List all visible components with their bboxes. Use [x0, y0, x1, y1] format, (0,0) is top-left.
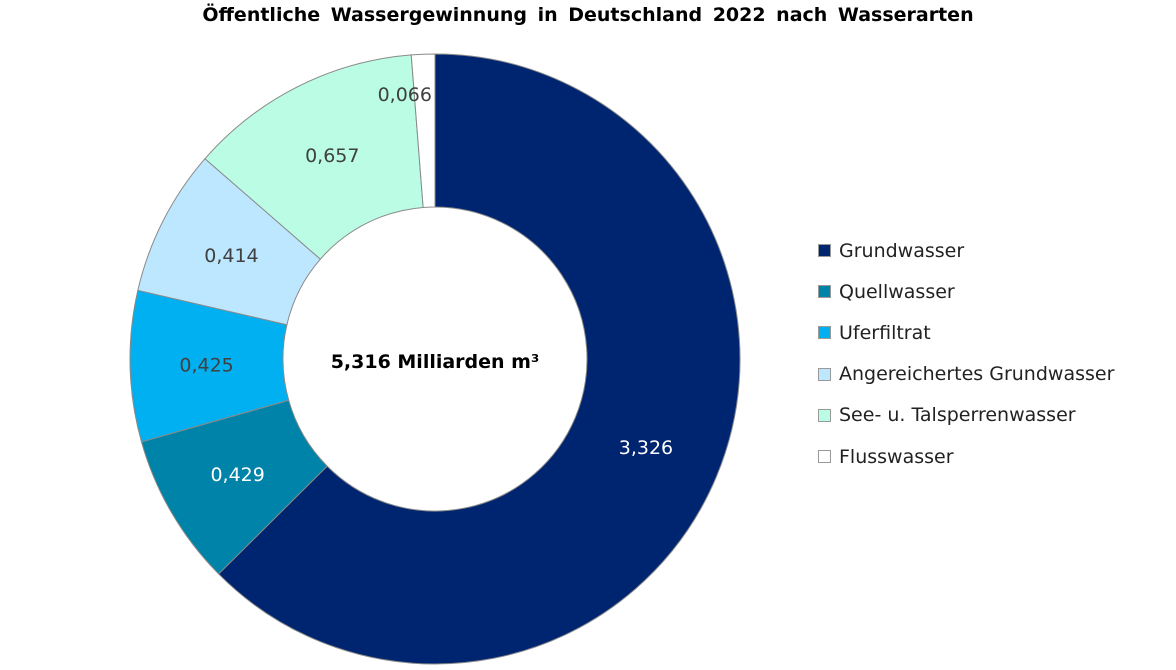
- legend: Grundwasser Quellwasser Uferfiltrat Angerei…: [818, 230, 1114, 477]
- legend-label: Flusswasser: [839, 445, 954, 468]
- legend-label: Quellwasser: [839, 280, 955, 303]
- slice-see-u-talsperrenwasser: [204, 54, 424, 260]
- legend-item: Flusswasser: [818, 436, 1114, 477]
- data-label: 0,425: [179, 354, 233, 376]
- data-label: 0,414: [204, 245, 258, 267]
- legend-item: See- u. Talsperrenwasser: [818, 395, 1114, 436]
- legend-swatch: [818, 367, 831, 381]
- legend-swatch: [818, 244, 831, 258]
- legend-item: Grundwasser: [818, 230, 1114, 271]
- legend-swatch: [818, 285, 831, 299]
- legend-item: Angereichertes Grundwasser: [818, 354, 1114, 395]
- legend-swatch: [818, 408, 831, 422]
- data-label: 0,657: [305, 145, 359, 167]
- legend-swatch: [818, 326, 831, 340]
- legend-item: Uferfiltrat: [818, 312, 1114, 353]
- legend-swatch: [818, 450, 831, 464]
- slice-flusswasser: [410, 53, 436, 208]
- legend-label: Uferfiltrat: [839, 321, 931, 344]
- slice-grundwasser: [217, 53, 741, 665]
- chart-title: Öffentliche Wassergewinnung in Deutschla…: [202, 4, 974, 26]
- legend-label: See- u. Talsperrenwasser: [839, 404, 1076, 427]
- center-total-label: 5,316 Milliarden m³: [331, 351, 540, 373]
- legend-label: Grundwasser: [839, 239, 965, 262]
- data-label: 0,066: [378, 84, 432, 106]
- data-label: 0,429: [210, 464, 264, 486]
- legend-label: Angereichertes Grundwasser: [839, 363, 1115, 386]
- data-label: 3,326: [619, 437, 673, 459]
- legend-item: Quellwasser: [818, 271, 1114, 312]
